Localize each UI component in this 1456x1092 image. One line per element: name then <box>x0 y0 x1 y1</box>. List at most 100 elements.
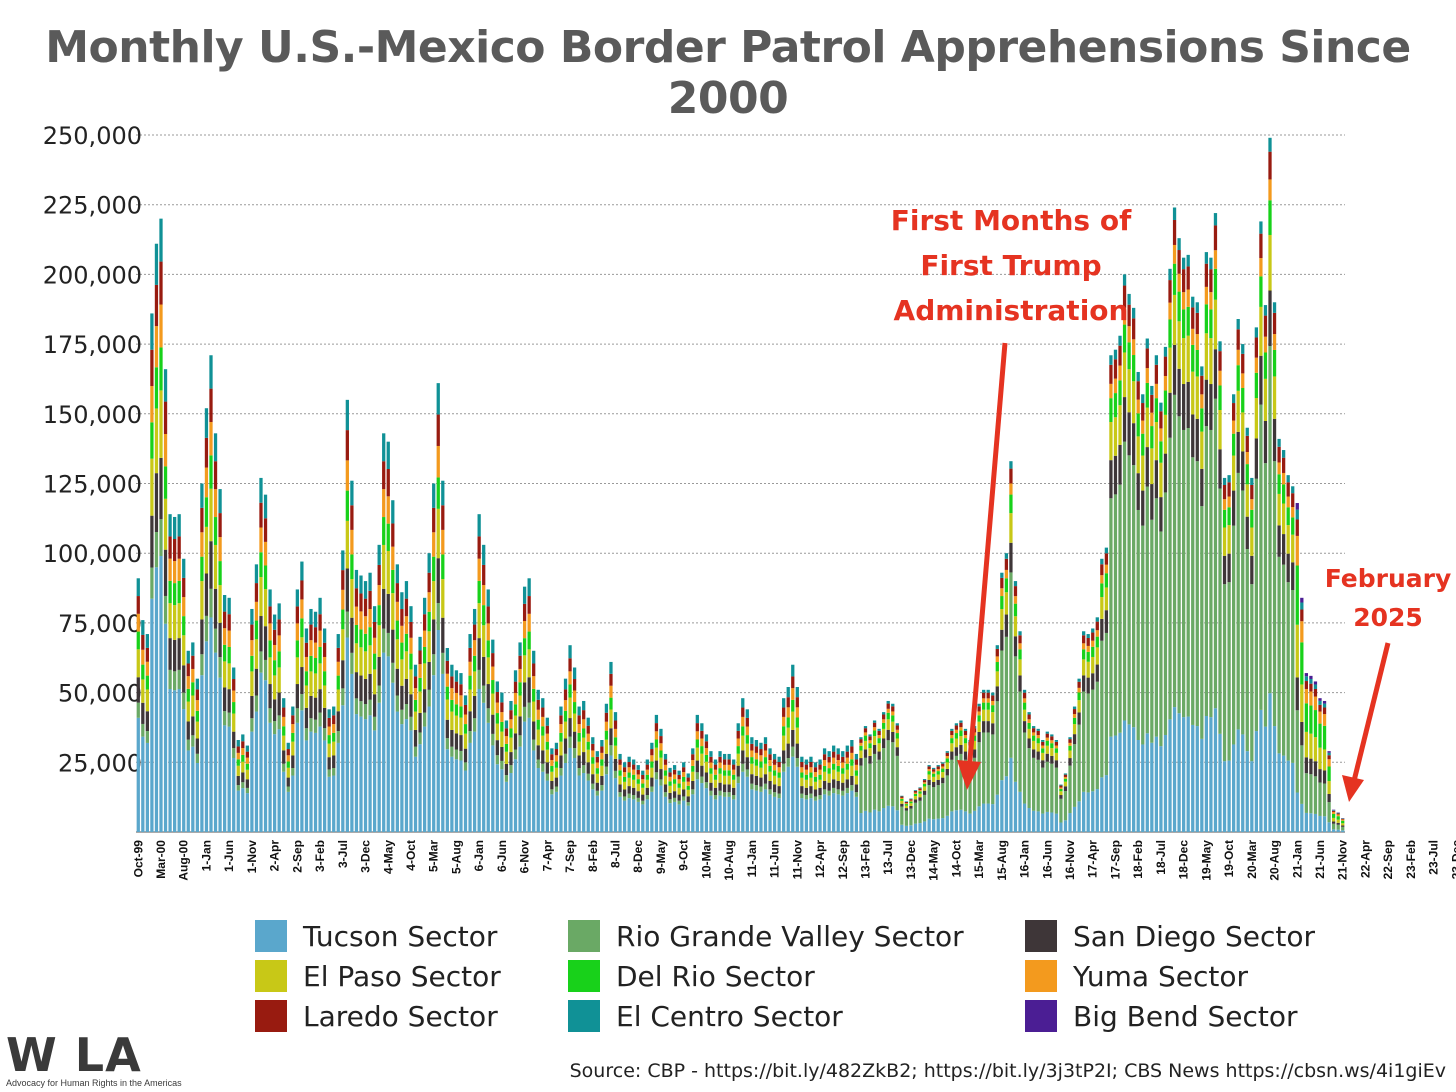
bar-segment-sandiego <box>450 729 454 747</box>
bar-segment-tucson <box>786 766 790 832</box>
bar-segment-delrio <box>954 733 959 739</box>
bar-segment-rgv <box>363 704 368 720</box>
bar-segment-yuma <box>413 688 418 700</box>
bar-segment-tucson <box>195 763 199 832</box>
bar-segment-tucson <box>1268 693 1272 832</box>
bar-segment-laredo <box>1313 688 1318 697</box>
bar-segment-delrio <box>977 715 981 722</box>
bar-segment-elpaso <box>613 745 618 759</box>
bar-segment-sandiego <box>900 803 904 807</box>
bar-segment-sandiego <box>1159 497 1163 532</box>
bar-segment-laredo <box>1218 351 1222 371</box>
bar-segment-rgv <box>954 755 959 811</box>
bar-segment-rgv <box>700 776 704 784</box>
bar-segment-sandiego <box>859 758 863 766</box>
bar-segment-delrio <box>554 761 559 768</box>
bar-segment-tucson <box>1082 791 1086 832</box>
bar-segment-elcentro <box>1132 307 1136 319</box>
bar-segment-elcentro <box>195 678 199 690</box>
bar-segment-yuma <box>1295 535 1299 566</box>
bar-segment-elpaso <box>436 508 440 559</box>
legend-swatch <box>568 1000 600 1032</box>
bar-segment-elcentro <box>1022 689 1027 693</box>
bar-segment-rgv <box>1168 437 1172 720</box>
bar-segment-laredo <box>718 756 722 763</box>
bar-segment-rgv <box>263 659 268 681</box>
bar-segment-laredo <box>782 707 786 717</box>
bar-segment-elcentro <box>672 765 677 770</box>
bar-segment-tucson <box>595 795 599 832</box>
bar-segment-delrio <box>436 477 440 509</box>
bar-segment-elpaso <box>945 762 949 769</box>
bar-segment-elcentro <box>527 578 531 597</box>
bar-segment-elcentro <box>791 664 795 677</box>
bar-segment-elpaso <box>782 735 786 751</box>
bar-segment-elcentro <box>650 742 654 750</box>
legend-label: Laredo Sector <box>303 999 498 1033</box>
bar-segment-rgv <box>332 768 336 776</box>
bar-segment-delrio <box>372 653 377 670</box>
bar-segment-delrio <box>204 497 209 527</box>
bar-segment-elpaso <box>1104 587 1109 611</box>
bar-segment-laredo <box>622 767 627 773</box>
bar-segment-sandiego <box>886 729 890 741</box>
bar-segment-laredo <box>695 723 699 732</box>
bar-segment-rgv <box>536 759 540 769</box>
bar-segment-yuma <box>727 764 731 771</box>
bar-segment-elcentro <box>345 399 349 431</box>
bar-segment-tucson <box>427 706 431 832</box>
bar-segment-tucson <box>1272 726 1277 832</box>
bar-segment-laredo <box>609 673 613 686</box>
bar-segment-yuma <box>895 729 899 734</box>
annotations: First Months of First Trump Administrati… <box>891 204 1451 802</box>
bar-segment-elpaso <box>1254 398 1258 439</box>
bar-segment-sandiego <box>1200 468 1204 507</box>
bar-segment-delrio <box>377 605 381 626</box>
bar-segment-delrio <box>1300 642 1304 685</box>
bar-segment-laredo <box>309 624 313 641</box>
bar-segment-yuma <box>977 711 981 716</box>
bar-segment-yuma <box>527 613 531 632</box>
bar-segment-yuma <box>695 731 699 740</box>
bar-segment-elpaso <box>504 751 509 764</box>
bar-segment-tucson <box>418 744 422 832</box>
bar-segment-yuma <box>750 750 754 758</box>
bar-segment-elcentro <box>1027 712 1031 715</box>
bar-segment-yuma <box>922 782 927 784</box>
bar-segment-rgv <box>891 742 895 807</box>
bar-segment-tucson <box>1336 829 1340 832</box>
bar-segment-elcentro <box>845 745 849 752</box>
bar-segment-laredo <box>1282 457 1286 473</box>
bar-segment-yuma <box>595 762 599 769</box>
bar-segment-delrio <box>604 730 609 740</box>
bar-segment-elcentro <box>609 661 613 674</box>
bar-segment-elcentro <box>191 642 195 656</box>
bar-segment-elpaso <box>572 713 577 732</box>
bar-segment-delrio <box>413 699 418 712</box>
bar-segment-rgv <box>150 567 154 599</box>
bar-segment-elpaso <box>336 689 340 712</box>
bar-segment-tucson <box>1245 751 1249 832</box>
bar-segment-laredo <box>241 741 245 749</box>
bar-segment-rgv <box>313 719 318 733</box>
bar-segment-elcentro <box>995 645 999 649</box>
bar-segment-tucson <box>295 722 299 832</box>
bar-segment-laredo <box>959 722 963 728</box>
bar-segment-rgv <box>1091 689 1095 792</box>
bar-segment-rgv <box>1332 823 1336 830</box>
bar-segment-delrio <box>173 583 177 606</box>
bar-segment-yuma <box>886 708 890 713</box>
bar-segment-elpaso <box>554 767 559 778</box>
bar-segment-laredo <box>1177 250 1181 274</box>
bar-segment-sandiego <box>1232 490 1236 526</box>
feb-annotation-arrow <box>1350 642 1391 786</box>
bar-segment-laredo <box>668 772 672 777</box>
bar-segment-sandiego <box>1263 420 1268 464</box>
bar-segment-rgv <box>795 758 799 767</box>
bar-segment-sandiego <box>318 689 322 713</box>
bar-segment-elpaso <box>832 769 836 780</box>
bar-segment-laredo <box>404 598 409 617</box>
bar-segment-yuma <box>618 764 622 771</box>
bar-segment-tucson <box>422 726 427 832</box>
bar-segment-elcentro <box>900 795 904 797</box>
